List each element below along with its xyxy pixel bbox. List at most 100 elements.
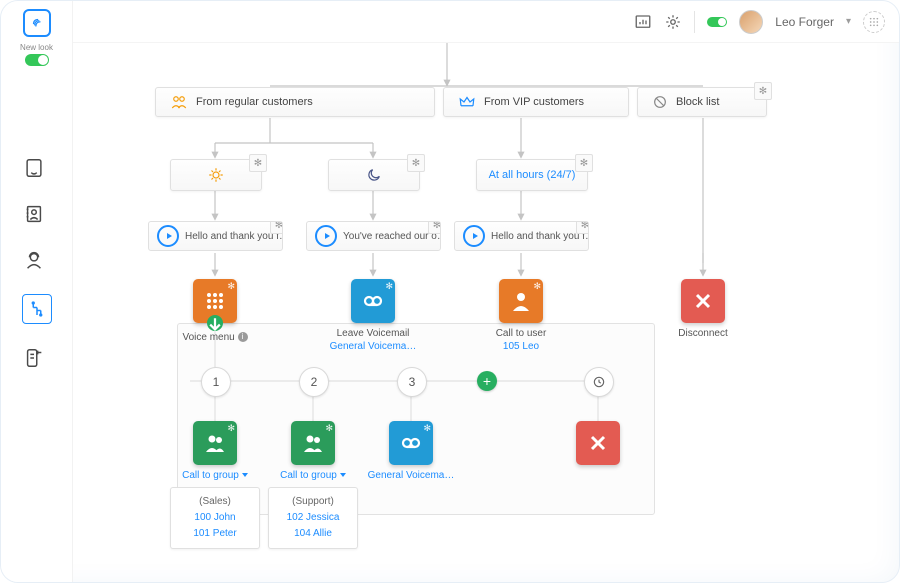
group-sales-m2[interactable]: 101 Peter — [177, 526, 253, 542]
hours-night[interactable]: ✻ — [328, 159, 420, 191]
user-name[interactable]: Leo Forger — [775, 15, 834, 29]
group-icon — [203, 431, 227, 455]
nav-calls-icon[interactable] — [22, 156, 46, 180]
gear-icon[interactable]: ✻ — [249, 154, 267, 172]
callflow-canvas: From regular customers From VIP customer… — [73, 43, 899, 582]
nav-numbers-icon[interactable] — [22, 346, 46, 370]
expand-icon[interactable] — [207, 315, 223, 331]
tile-genvm-label[interactable]: General Voicema… — [368, 470, 455, 481]
gear-icon[interactable]: ✻ — [428, 221, 441, 234]
tile-call-user[interactable]: ✻ Call to user 105 Leo — [499, 279, 543, 323]
gear-icon[interactable]: ✻ — [407, 154, 425, 172]
tile-calluser-label: Call to user — [471, 327, 571, 340]
branch-blocklist[interactable]: Block list ✻ — [637, 87, 767, 117]
play-icon[interactable] — [315, 225, 337, 247]
tile-voicemenu[interactable]: ✻ Voice menu i — [193, 279, 237, 323]
group-sales-box[interactable]: (Sales) 100 John 101 Peter — [170, 487, 260, 549]
stats-icon[interactable] — [634, 13, 652, 31]
user-avatar[interactable] — [739, 10, 763, 34]
tile-disconnect[interactable]: Disconnect — [681, 279, 725, 323]
gear-icon[interactable]: ✻ — [270, 221, 283, 234]
nav-operator-icon[interactable] — [22, 248, 46, 272]
tile-callgroup1-label[interactable]: Call to group — [182, 470, 239, 481]
nav-callflow-icon[interactable] — [22, 294, 52, 324]
chevron-down-icon[interactable] — [340, 473, 346, 477]
branch-vip-label: From VIP customers — [484, 96, 584, 108]
topbar: Leo Forger ▾ — [73, 1, 899, 43]
branch-block-label: Block list — [676, 96, 719, 108]
greeting-1-text: Hello and thank you f… — [185, 231, 283, 242]
group-support-box[interactable]: (Support) 102 Jessica 104 Allie — [268, 487, 358, 549]
tile-leavevm-sub[interactable]: General Voicema… — [323, 340, 423, 353]
branch-regular-label: From regular customers — [196, 96, 313, 108]
greeting-2[interactable]: You've reached our o… ✻ — [306, 221, 441, 251]
greeting-3[interactable]: Hello and thank you f… ✻ — [454, 221, 589, 251]
block-icon — [652, 94, 668, 110]
gear-icon[interactable]: ✻ — [227, 281, 235, 292]
newlook-toggle[interactable]: New look — [20, 43, 53, 66]
gear-icon[interactable]: ✻ — [754, 82, 772, 100]
user-icon — [509, 289, 533, 313]
gear-icon[interactable]: ✻ — [325, 423, 333, 434]
group-support-m2[interactable]: 104 Allie — [275, 526, 351, 542]
close-icon — [691, 289, 715, 313]
hours-247[interactable]: At all hours (24/7) ✻ — [476, 159, 588, 191]
user-menu-chevron-icon[interactable]: ▾ — [846, 16, 851, 27]
add-option-button[interactable]: + — [477, 371, 497, 391]
tile-leavevm-label: Leave Voicemail — [323, 327, 423, 340]
group-sales-name: (Sales) — [177, 494, 253, 510]
people-icon — [170, 93, 188, 111]
voicemail-icon — [399, 431, 423, 455]
group-icon — [301, 431, 325, 455]
clock-icon — [592, 375, 606, 389]
gear-icon[interactable]: ✻ — [385, 281, 393, 292]
group-support-m1[interactable]: 102 Jessica — [275, 510, 351, 526]
topbar-separator — [694, 11, 695, 33]
crown-icon — [458, 93, 476, 111]
settings-icon[interactable] — [664, 13, 682, 31]
branch-regular-customers[interactable]: From regular customers — [155, 87, 435, 117]
status-toggle[interactable] — [707, 17, 727, 27]
group-sales-m1[interactable]: 100 John — [177, 510, 253, 526]
tile-callgroup-2[interactable]: ✻ Call to group — [291, 421, 335, 465]
greeting-1[interactable]: Hello and thank you f… ✻ — [148, 221, 283, 251]
tile-leave-voicemail[interactable]: ✻ Leave Voicemail General Voicema… — [351, 279, 395, 323]
tile-general-voicemail[interactable]: ✻ General Voicema… — [389, 421, 433, 465]
option-timeout[interactable] — [584, 367, 614, 397]
close-icon — [586, 431, 610, 455]
option-2[interactable]: 2 — [299, 367, 329, 397]
chevron-down-icon[interactable] — [242, 473, 248, 477]
play-icon[interactable] — [157, 225, 179, 247]
play-icon[interactable] — [463, 225, 485, 247]
app-logo[interactable] — [23, 9, 51, 37]
gear-icon[interactable]: ✻ — [576, 221, 589, 234]
gear-icon[interactable]: ✻ — [227, 423, 235, 434]
tile-callgroup-1[interactable]: ✻ Call to group — [193, 421, 237, 465]
option-3[interactable]: 3 — [397, 367, 427, 397]
sidebar: New look — [1, 1, 73, 582]
hours-247-label: At all hours (24/7) — [489, 169, 576, 181]
dialpad-icon[interactable] — [863, 11, 885, 33]
moon-icon — [366, 167, 382, 183]
gear-icon[interactable]: ✻ — [423, 423, 431, 434]
hours-day[interactable]: ✻ — [170, 159, 262, 191]
gear-icon[interactable]: ✻ — [533, 281, 541, 292]
group-support-name: (Support) — [275, 494, 351, 510]
greeting-2-text: You've reached our o… — [343, 231, 441, 242]
sun-icon — [207, 166, 225, 184]
greeting-3-text: Hello and thank you f… — [491, 231, 589, 242]
tile-callgroup2-label[interactable]: Call to group — [280, 470, 337, 481]
gear-icon[interactable]: ✻ — [575, 154, 593, 172]
voicemail-icon — [361, 289, 385, 313]
nav-contacts-icon[interactable] — [22, 202, 46, 226]
tile-disconnect-timeout[interactable] — [576, 421, 620, 465]
tile-voicemenu-label: Voice menu — [182, 332, 234, 343]
option-1[interactable]: 1 — [201, 367, 231, 397]
dialpad-icon — [203, 289, 227, 313]
newlook-pill[interactable] — [25, 54, 49, 66]
branch-vip-customers[interactable]: From VIP customers — [443, 87, 629, 117]
app-shell: New look — [0, 0, 900, 583]
tile-disconnect-label: Disconnect — [653, 327, 753, 340]
tile-calluser-sub[interactable]: 105 Leo — [471, 340, 571, 353]
info-icon[interactable]: i — [238, 332, 248, 342]
